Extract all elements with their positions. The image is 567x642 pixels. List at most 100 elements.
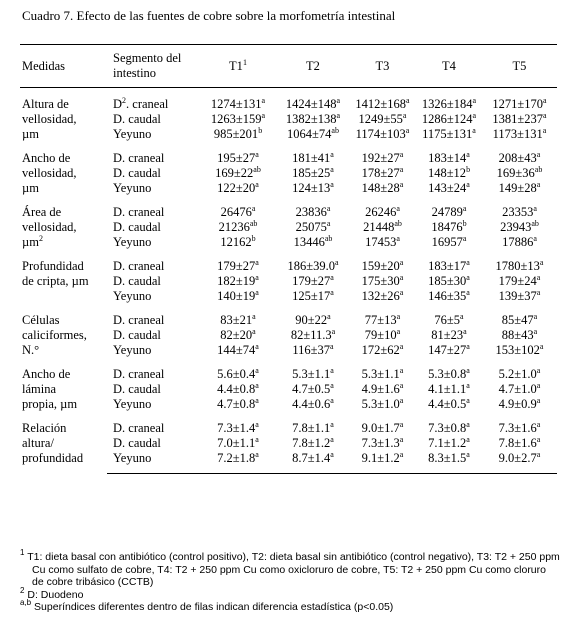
value-cell: 153±102a bbox=[482, 343, 557, 358]
value-cell: 1249±55a bbox=[349, 112, 416, 127]
text: 1175±131 bbox=[422, 127, 473, 141]
superscript: a bbox=[255, 288, 259, 297]
table-row: Relación altura/profundidad D. craneal 7.3±… bbox=[20, 412, 557, 466]
measure-cell: Altura de vellosidad, µm bbox=[20, 88, 107, 143]
value-cell: 195±27a bbox=[199, 142, 277, 166]
superscript: a bbox=[536, 180, 541, 189]
value-cell: 185±25a bbox=[277, 166, 349, 181]
value-cell: 1381±237a bbox=[482, 112, 557, 127]
value-cell: 7.0±1.1a bbox=[199, 436, 277, 451]
value-cell: 76±5a bbox=[416, 304, 482, 328]
text: 1286±124 bbox=[421, 112, 473, 126]
superscript: 1 bbox=[242, 57, 247, 67]
table-row: Altura de vellosidad, µm D2. craneal 1274±13… bbox=[20, 88, 557, 142]
superscript: a bbox=[405, 126, 410, 135]
superscript: a bbox=[396, 327, 401, 336]
text: caliciformes, bbox=[22, 328, 87, 342]
text: T5 bbox=[512, 58, 527, 73]
superscript: a bbox=[255, 342, 259, 351]
value-cell: 172±62a bbox=[349, 343, 416, 358]
value-cell: 88±43a bbox=[482, 328, 557, 343]
text: D. craneal bbox=[113, 421, 165, 435]
value-cell: 18476b bbox=[416, 220, 482, 235]
text: 1263±159 bbox=[210, 112, 262, 126]
text: 8.3±1.5 bbox=[428, 451, 467, 465]
table-row: Área de vellosidad, µm2 D. craneal 26476a 238… bbox=[20, 196, 557, 250]
value-cell: 8.7±1.4a bbox=[277, 451, 349, 474]
superscript: a bbox=[255, 366, 259, 375]
measure-line: µm2 bbox=[22, 235, 107, 250]
value-cell: 7.8±1.1a bbox=[277, 412, 349, 436]
measure-line: propia, µm bbox=[22, 397, 107, 412]
value-cell: 179±27a bbox=[277, 274, 349, 289]
text: 83±21 bbox=[220, 313, 253, 327]
text: 18476 bbox=[431, 220, 463, 234]
text: . craneal bbox=[126, 97, 169, 111]
segment-cell: D2. craneal bbox=[107, 88, 199, 113]
segment-cell: D. caudal bbox=[107, 382, 199, 397]
text: Yeyuno bbox=[113, 289, 152, 303]
superscript: a bbox=[466, 366, 470, 375]
footnote-mark: 2 bbox=[20, 585, 25, 595]
superscript: a bbox=[330, 165, 334, 174]
text: 5.2±1.0 bbox=[498, 367, 537, 381]
superscript: a bbox=[396, 234, 400, 243]
table-row: D. caudal 1263±159a 1382±138a 1249±55a 1286±… bbox=[20, 112, 557, 127]
superscript: a bbox=[255, 381, 259, 390]
measure-line: caliciformes, bbox=[22, 328, 107, 343]
value-cell: 17453a bbox=[349, 235, 416, 250]
text: 179±27 bbox=[217, 259, 256, 273]
superscript: a bbox=[331, 327, 336, 336]
text: 8.7±1.4 bbox=[292, 451, 331, 465]
value-cell: 21448ab bbox=[349, 220, 416, 235]
superscript: a bbox=[536, 381, 541, 390]
text: 147±27 bbox=[428, 343, 467, 357]
superscript: a bbox=[399, 273, 404, 282]
superscript: a bbox=[533, 312, 538, 321]
measure-line: Células bbox=[22, 313, 107, 328]
table-row: Yeyuno 122±20a 124±13a 148±28a 143±24a 149±28… bbox=[20, 181, 557, 196]
table-row: Ancho de vellosidad, µm D. craneal 195±27a 18… bbox=[20, 142, 557, 196]
value-cell: 7.8±1.6a bbox=[482, 436, 557, 451]
text: 183±17 bbox=[428, 259, 467, 273]
value-cell: 4.7±0.8a bbox=[199, 397, 277, 412]
text: 4.4±0.5 bbox=[428, 397, 467, 411]
value-cell: 9.0±1.7a bbox=[349, 412, 416, 436]
value-cell: 1064±74ab bbox=[277, 127, 349, 142]
text: 90±22 bbox=[295, 313, 328, 327]
segment-cell: D. caudal bbox=[107, 274, 199, 289]
text: 17453 bbox=[365, 235, 397, 249]
value-cell: 4.7±1.0a bbox=[482, 382, 557, 397]
text: 179±27 bbox=[292, 274, 331, 288]
text: Relación bbox=[22, 421, 67, 435]
value-cell: 79±10a bbox=[349, 328, 416, 343]
text: profundidad bbox=[22, 451, 84, 465]
text: 5.3±1.1 bbox=[292, 367, 331, 381]
text: 76±5 bbox=[434, 313, 461, 327]
table-row: Yeyuno 985±201b 1064±74ab 1174±103a 1175±131… bbox=[20, 127, 557, 142]
value-cell: 148±12b bbox=[416, 166, 482, 181]
footnotes: 1 T1: dieta basal con antibiótico (contr… bbox=[20, 548, 560, 614]
value-cell: 26246a bbox=[349, 196, 416, 220]
superscript: a bbox=[466, 396, 470, 405]
value-cell: 182±19a bbox=[199, 274, 277, 289]
superscript: a bbox=[330, 150, 334, 159]
header-cell: T4 bbox=[416, 44, 482, 88]
superscript: a bbox=[466, 150, 470, 159]
text: 139±37 bbox=[498, 289, 537, 303]
text: 1271±170 bbox=[492, 97, 544, 111]
superscript: a bbox=[399, 258, 404, 267]
table-row: D. caudal 7.0±1.1a 7.8±1.2a 7.3±1.3a 7.1±1.2… bbox=[20, 436, 557, 451]
text: 5.3±1.0 bbox=[361, 397, 400, 411]
text: 181±41 bbox=[292, 151, 331, 165]
segment-cell: D. craneal bbox=[107, 358, 199, 382]
value-cell: 12162b bbox=[199, 235, 277, 250]
footnote-mark: 1 bbox=[20, 548, 25, 557]
segment-cell: Yeyuno bbox=[107, 289, 199, 304]
value-cell: 125±17a bbox=[277, 289, 349, 304]
text: 4.7±0.8 bbox=[217, 397, 256, 411]
text: 4.4±0.6 bbox=[292, 397, 331, 411]
value-cell: 7.3±1.3a bbox=[349, 436, 416, 451]
value-cell: 183±14a bbox=[416, 142, 482, 166]
value-cell: 8.3±1.5a bbox=[416, 451, 482, 474]
